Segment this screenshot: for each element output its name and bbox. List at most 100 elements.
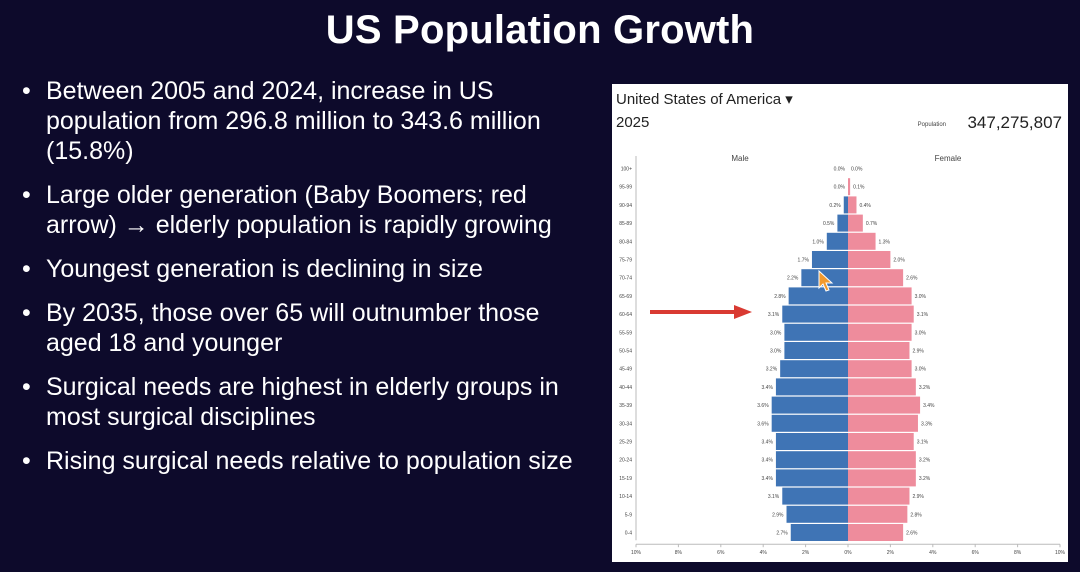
male-value-label: 3.4% [762, 458, 774, 464]
x-tick-label: 2% [802, 550, 810, 556]
slide-title: US Population Growth [325, 8, 755, 52]
legend-male: Male [731, 154, 749, 163]
chart-year: 2025 [616, 114, 650, 131]
x-tick-label: 2% [887, 550, 895, 556]
male-bar [771, 396, 848, 414]
male-bar [780, 360, 848, 378]
male-bar [826, 232, 848, 250]
x-tick-label: 6% [717, 550, 725, 556]
female-bar [848, 323, 912, 341]
female-value-label: 3.1% [917, 440, 929, 446]
male-value-label: 3.4% [762, 476, 774, 482]
x-tick-label: 8% [675, 550, 683, 556]
female-value-label: 0.0% [851, 167, 863, 173]
legend-female: Female [935, 154, 962, 163]
x-tick-label: 6% [972, 550, 980, 556]
male-value-label: 3.1% [768, 494, 780, 500]
male-value-label: 3.6% [757, 403, 769, 409]
cursor-icon [818, 270, 834, 292]
age-tick-label: 35-39 [619, 403, 632, 409]
female-bar [848, 396, 921, 414]
female-value-label: 1.3% [879, 239, 891, 245]
age-tick-label: 90-94 [619, 203, 632, 209]
female-bar [848, 487, 910, 505]
male-bar [790, 524, 848, 541]
male-bar [775, 433, 848, 450]
male-value-label: 3.0% [770, 349, 782, 355]
male-value-label: 1.7% [798, 258, 810, 264]
male-value-label: 3.6% [757, 421, 769, 427]
male-bar [782, 487, 848, 505]
male-value-label: 2.9% [772, 512, 784, 518]
male-value-label: 3.1% [768, 312, 780, 318]
female-bar [848, 505, 908, 523]
male-value-label: 3.0% [770, 330, 782, 336]
male-bar [771, 414, 848, 432]
female-bar [848, 269, 904, 287]
female-bar [848, 251, 891, 268]
female-value-label: 3.3% [921, 421, 933, 427]
female-bar [848, 414, 918, 432]
age-tick-label: 55-59 [619, 330, 632, 336]
female-value-label: 2.6% [906, 276, 918, 282]
age-tick-label: 50-54 [619, 349, 632, 355]
age-tick-label: 100+ [621, 167, 632, 173]
female-value-label: 3.0% [915, 294, 927, 300]
male-value-label: 1.0% [812, 239, 824, 245]
female-bar [848, 469, 916, 487]
female-value-label: 2.9% [912, 494, 924, 500]
male-bar [782, 305, 848, 323]
female-bar [848, 287, 912, 305]
age-tick-label: 80-84 [619, 239, 632, 245]
female-value-label: 2.8% [910, 512, 922, 518]
male-bar [811, 251, 848, 268]
female-value-label: 0.4% [859, 203, 871, 209]
male-bar [837, 214, 848, 232]
female-bar [848, 378, 916, 396]
bullet-item: Rising surgical needs relative to popula… [20, 446, 590, 476]
age-tick-label: 95-99 [619, 185, 632, 191]
male-bar [775, 451, 848, 469]
male-value-label: 3.2% [766, 367, 778, 373]
female-bar [848, 433, 914, 450]
female-value-label: 3.4% [923, 403, 935, 409]
age-tick-label: 20-24 [619, 458, 632, 464]
male-value-label: 0.2% [829, 203, 841, 209]
bullet-item: Between 2005 and 2024, increase in US po… [20, 76, 590, 166]
female-value-label: 3.0% [915, 367, 927, 373]
female-value-label: 0.1% [853, 185, 865, 191]
country-label: United States of America [616, 91, 782, 108]
female-value-label: 2.6% [906, 531, 918, 537]
male-value-label: 3.4% [762, 440, 774, 446]
bullet-item: Surgical needs are highest in elderly gr… [20, 372, 590, 432]
male-value-label: 2.7% [776, 531, 788, 537]
population-value: 347,275,807 [967, 113, 1062, 132]
male-bar [775, 469, 848, 487]
female-value-label: 2.0% [893, 258, 905, 264]
age-tick-label: 70-74 [619, 276, 632, 282]
male-value-label: 0.0% [834, 185, 846, 191]
age-tick-label: 0-4 [625, 531, 632, 537]
female-value-label: 3.2% [919, 458, 931, 464]
country-dropdown[interactable]: United States of America ▾ [616, 90, 793, 108]
age-tick-label: 10-14 [619, 494, 632, 500]
female-bar [848, 451, 916, 469]
age-tick-label: 5-9 [625, 512, 632, 518]
x-tick-label: 8% [1014, 550, 1022, 556]
population-label: Population [917, 122, 946, 128]
female-bar [848, 232, 876, 250]
population-pyramid-panel: United States of America ▾ 2025 Populati… [612, 84, 1068, 562]
male-bar [843, 196, 848, 214]
male-bar [786, 505, 848, 523]
male-value-label: 2.8% [774, 294, 786, 300]
x-tick-label: 4% [929, 550, 937, 556]
x-tick-label: 0% [844, 550, 852, 556]
age-tick-label: 45-49 [619, 367, 632, 373]
chevron-down-icon: ▾ [785, 91, 793, 108]
male-value-label: 0.5% [823, 221, 835, 227]
male-value-label: 2.2% [787, 276, 799, 282]
bullet-item: Large older generation (Baby Boomers; re… [20, 180, 590, 240]
male-bar [788, 287, 848, 305]
female-value-label: 3.2% [919, 476, 931, 482]
female-bar [848, 360, 912, 378]
